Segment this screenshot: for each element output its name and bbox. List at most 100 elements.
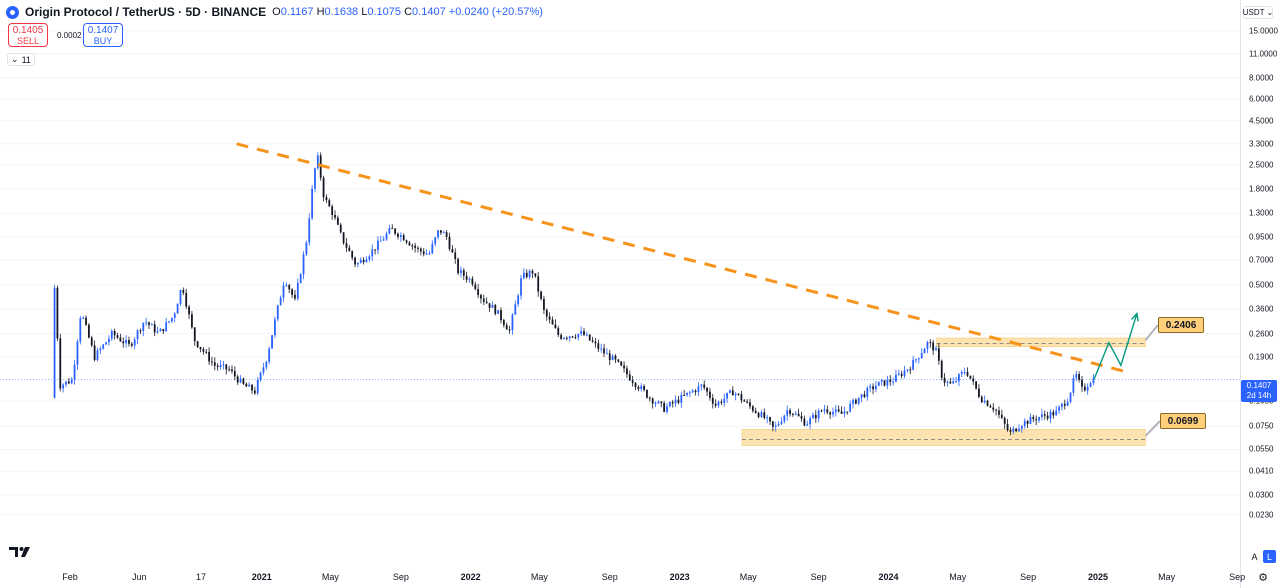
change-value: +0.0240 (+20.57%) [448, 6, 543, 18]
candle-body [1092, 378, 1095, 384]
candle-body [683, 394, 686, 396]
candle-body [837, 409, 840, 412]
candle-body [460, 270, 462, 274]
candle-body [191, 314, 193, 328]
candle-body [897, 373, 900, 375]
candle-body [711, 397, 714, 404]
x-tick-label: Sep [810, 572, 827, 582]
candle-body [82, 317, 85, 319]
candle-body [159, 329, 162, 332]
candle-body [339, 224, 342, 233]
level-label[interactable]: 0.0699 [1160, 413, 1206, 429]
candle-body [525, 272, 528, 278]
candle-body [491, 304, 494, 308]
chevron-down-icon: ⌄ [1266, 8, 1274, 17]
candle-body [465, 275, 468, 280]
candle-body [1052, 411, 1055, 416]
candle-body [1029, 416, 1032, 424]
candle-body [528, 270, 531, 278]
candle-body [571, 336, 574, 338]
x-tick-label: Feb [62, 572, 78, 582]
candle-body [374, 249, 376, 251]
candle-body [972, 378, 975, 382]
candle-body [382, 239, 385, 241]
candle-body [1058, 406, 1060, 411]
candle-body [188, 306, 190, 315]
symbol-logo-icon [6, 5, 19, 19]
candle-body [182, 290, 185, 293]
candle-body [308, 218, 311, 243]
candle-body [608, 353, 611, 361]
x-tick-label: 2022 [460, 572, 481, 582]
candle-body [62, 384, 65, 389]
candle-body [545, 309, 548, 317]
currency-selector[interactable]: USDT ⌄ [1243, 6, 1273, 19]
candle-body [145, 322, 148, 324]
tradingview-logo-icon[interactable] [9, 545, 33, 559]
price-scale[interactable] [1240, 0, 1280, 588]
candle-body [291, 289, 293, 295]
sell-price: 0.1405 [12, 25, 44, 36]
buy-button[interactable]: 0.1407 BUY [83, 23, 123, 47]
candle-body [379, 240, 382, 242]
candle-body [299, 274, 302, 283]
candle-body [193, 327, 196, 342]
candle-body [348, 247, 351, 252]
candle-body [262, 367, 265, 373]
callout-connector [1144, 420, 1161, 437]
candle-body [162, 329, 165, 332]
candle-body [920, 353, 923, 359]
candle-body [763, 412, 766, 419]
candle-body [428, 253, 431, 255]
candle-body [603, 348, 605, 354]
candle-body [1086, 387, 1089, 391]
candle-body [125, 340, 127, 344]
x-tick-label: Sep [1020, 572, 1037, 582]
candle-body [116, 335, 119, 338]
auto-scale-button[interactable]: A [1251, 551, 1258, 562]
candle-body [59, 338, 62, 389]
candle-body [774, 425, 777, 427]
candle-body [832, 411, 834, 415]
candle-body [402, 235, 405, 241]
candle-body [517, 295, 520, 305]
candle-body [803, 418, 806, 426]
level-label[interactable]: 0.2406 [1158, 317, 1204, 333]
candle-body [998, 410, 1000, 415]
candle-body [1023, 420, 1026, 427]
candle-body [351, 251, 354, 258]
candle-body [282, 285, 285, 298]
candle-body [480, 295, 482, 299]
candle-body [431, 243, 434, 254]
candle-body [995, 409, 998, 411]
candle-body [565, 337, 568, 339]
candle-body [76, 341, 79, 365]
candle-body [208, 351, 210, 362]
candle-body [551, 319, 554, 325]
candle-body [1078, 374, 1081, 380]
candle-body [983, 400, 986, 403]
gear-icon[interactable]: ⚙ [1258, 572, 1268, 584]
candle-body [943, 377, 946, 383]
candle-body [860, 394, 863, 398]
candle-body [511, 314, 514, 331]
candle-body [73, 364, 76, 380]
candle-body [560, 334, 563, 339]
candle-body [1018, 428, 1020, 432]
candle-body [502, 320, 505, 326]
candle-body [1075, 374, 1078, 379]
candle-body [568, 336, 571, 338]
price-chart[interactable] [0, 0, 1240, 588]
last-price-value: 0.1407 [1246, 381, 1272, 390]
chart-grid [0, 30, 1240, 516]
sell-button[interactable]: 0.1405 SELL [8, 23, 48, 47]
candle-body [783, 415, 786, 422]
symbol-title[interactable]: Origin Protocol / TetherUS · 5D · BINANC… [25, 5, 267, 19]
close-value: 0.1407 [412, 6, 446, 18]
log-scale-button[interactable]: L [1263, 550, 1276, 563]
candle-body [946, 381, 949, 383]
indicators-toggle[interactable]: ⌄ 11 [7, 53, 35, 66]
candle-body [173, 313, 176, 318]
candle-body [717, 401, 720, 406]
candle-body [288, 285, 291, 290]
